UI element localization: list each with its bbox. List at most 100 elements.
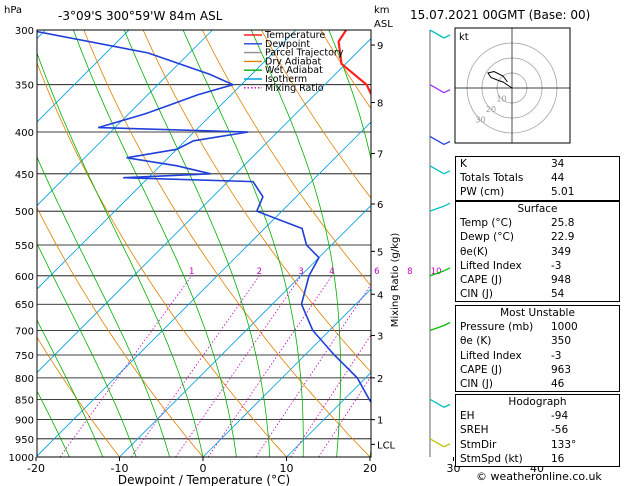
wet-adiabat-line [73,30,237,457]
row-value: 350 [551,335,572,348]
mixing-ratio-label: 8 [407,267,412,277]
dry-adiabat-line [83,30,371,457]
wind-barb [429,398,445,408]
hodograph-trace [487,70,513,89]
km-tick-label: 2 [377,374,383,385]
row-value: 46 [551,377,565,390]
isotherm-line [37,30,130,123]
table-row: Temp (°C) 25.8 [456,216,619,230]
plot-frame [36,29,372,458]
row-label: CAPE (J) [460,363,503,376]
km-tick-label: 4 [377,290,383,301]
km-tick-label: 8 [377,98,383,109]
mixing-ratio-line [59,275,192,457]
wind-barb-flag [443,140,451,146]
row-label: Lifted Index [460,349,522,362]
wind-barb [429,270,445,277]
km-tick-label: 9 [377,41,383,52]
km-tick-label: 3 [377,332,383,343]
wet-adiabat-line [37,242,137,457]
row-value: -94 [551,410,569,423]
dewpoint-curve [37,30,371,404]
mixing-ratio-label: 2 [257,267,262,277]
table-row: θe(K) 349 [456,245,619,259]
x-tick-label: 20 [363,462,377,475]
wet-adiabat-line [182,30,304,457]
table-row: CIN (J) 46 [456,377,619,391]
pressure-tick-label: 750 [15,351,34,362]
wind-barb-flag [443,202,451,207]
isotherm-line [286,371,371,457]
pressure-tick-label: 1000 [9,453,34,464]
km-unit-label: km [374,5,390,16]
dry-adiabat-line [142,30,371,373]
wind-barb [429,84,445,94]
pressure-tick-label: 500 [15,207,34,218]
pressure-tick-label: 900 [15,416,34,427]
most-unstable-panel: Most Unstable Pressure (mb) 1000 θe (K) 350… [455,305,620,393]
pressure-tick-label: 350 [15,81,34,92]
wind-barb-flag [443,443,451,448]
surface-title: Surface [517,203,558,215]
dry-adiabat-line [261,30,371,199]
wind-barb-flag [443,267,451,272]
wind-barb [429,324,445,332]
hodograph-table-panel: Hodograph EH -94 SREH -56 StmDir 133° StmSpd (… [455,394,620,467]
temperature-curve [337,30,371,97]
indices-panel: K 34 Totals Totals 44 PW (cm) 5.01 [455,156,620,201]
wet-adiabat-line [403,30,436,457]
legend-label: Wet Adiabat [265,65,323,76]
table-row: SREH -56 [456,423,619,437]
asl-unit-label: ASL [374,19,393,30]
row-value: 16 [551,452,565,465]
mixing-ratio-line [290,334,371,457]
km-tick-label: 5 [377,247,383,258]
isotherm-line [37,37,371,374]
isotherm-line [37,30,213,207]
dry-adiabat-line [201,30,371,287]
mixing-ratio-line [318,375,371,457]
wind-barb [429,29,445,39]
hodograph-frame [454,27,571,144]
mixing-ratio-label: 1 [189,267,194,277]
surface-panel: Surface Temp (°C) 25.8 Dewp (°C) 22.9 θe(K) 3… [455,201,620,303]
mixing-ratio-axis-label: Mixing Ratio (g/kg) [390,233,401,328]
row-value: 133° [551,438,577,451]
row-value: 44 [551,172,565,185]
table-row: Dewp (°C) 22.9 [456,230,619,244]
wind-barb [429,438,445,448]
row-value: 963 [551,363,572,376]
row-value: 349 [551,245,572,258]
x-axis-label: Dewpoint / Temperature (°C) [118,473,290,486]
wet-adiabat-line [37,156,170,457]
x-tick-label: -10 [111,462,129,475]
row-label: Lifted Index [460,259,522,272]
row-value: 22.9 [551,231,575,244]
row-value: 34 [551,158,565,170]
wind-barb-flag [443,403,451,408]
hpa-unit-label: hPa [4,5,22,16]
km-tick-label: LCL [377,440,396,451]
row-label: θe (K) [460,335,492,348]
dry-adiabat-line [37,61,287,457]
legend-label: Dry Adiabat [265,56,322,67]
pressure-tick-label: 800 [15,374,34,385]
wind-barb [429,205,445,212]
hodograph-ring-label: 20 [486,105,496,114]
wind-barb [429,135,445,145]
pressure-tick-label: 950 [15,435,34,446]
table-row: Lifted Index -3 [456,349,619,363]
row-label: StmSpd (kt) [460,452,523,465]
parcel-trajectory-curve [396,30,432,457]
credit-label: © weatheronline.co.uk [476,470,602,483]
table-row: K 34 [456,157,619,171]
pressure-tick-label: 650 [15,300,34,311]
table-row: Pressure (mb) 1000 [456,320,619,334]
mixing-ratio-line [255,283,371,457]
pressure-tick-label: 300 [15,26,34,37]
wet-adiabat-line [328,30,371,457]
pressure-tick-label: 600 [15,272,34,283]
table-row: θe (K) 350 [456,334,619,348]
mixing-ratio-label: 10 [431,267,442,277]
